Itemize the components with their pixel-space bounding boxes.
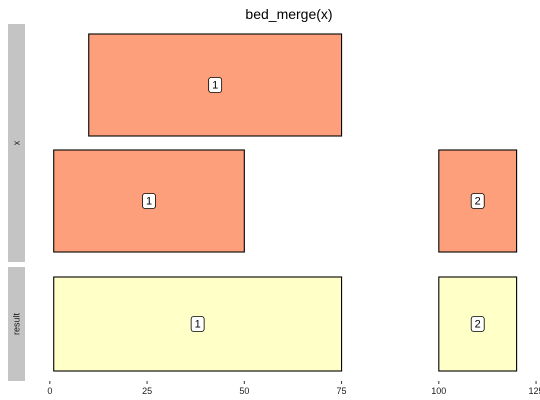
interval-label-box [208, 77, 223, 93]
x-tick-0: 0 [47, 381, 52, 396]
facet-strips: x result [8, 24, 25, 381]
facet-strip-result: result [8, 267, 25, 381]
facet-strip-label: x [12, 140, 22, 145]
x-tick-25: 25 [142, 381, 152, 396]
x-tick-label: 75 [337, 386, 347, 396]
interval-label-box [470, 193, 485, 209]
interval-x-1: 1 [53, 149, 245, 253]
x-tick-label: 100 [431, 386, 446, 396]
interval-result-1: 2 [438, 276, 518, 372]
chart-title: bed_merge(x) [245, 6, 332, 22]
interval-label: 2 [475, 196, 481, 208]
x-tick-label: 50 [239, 386, 249, 396]
facet-strip-label: result [12, 313, 22, 336]
x-axis: 0 25 50 75 100 125 [47, 381, 540, 396]
interval-label: 1 [212, 80, 218, 92]
facet-strip-background [8, 267, 25, 381]
facet-panel-x: 1 1 2 [53, 33, 518, 253]
interval-label-box [142, 193, 156, 209]
interval-label-box [470, 316, 485, 332]
facet-panels: 11 21 2 [53, 33, 518, 372]
x-tick-label: 125 [529, 386, 540, 396]
x-tick-50: 50 [239, 381, 249, 396]
facet-strip-background [8, 24, 25, 262]
interval-x-2: 2 [438, 149, 518, 253]
x-tick-75: 75 [337, 381, 347, 396]
interval-label-box [190, 316, 205, 332]
interval-x-0: 1 [88, 33, 343, 137]
x-tick-label: 25 [142, 386, 152, 396]
interval-label: 1 [195, 319, 201, 331]
interval-result-0: 1 [53, 276, 343, 372]
x-tick-125: 125 [529, 381, 540, 396]
interval-bar [438, 276, 518, 372]
facet-strip-x: x [8, 24, 25, 262]
interval-label: 2 [475, 319, 481, 331]
x-tick-label: 0 [47, 386, 52, 396]
interval-label: 1 [146, 196, 152, 208]
x-tick-100: 100 [431, 381, 446, 396]
